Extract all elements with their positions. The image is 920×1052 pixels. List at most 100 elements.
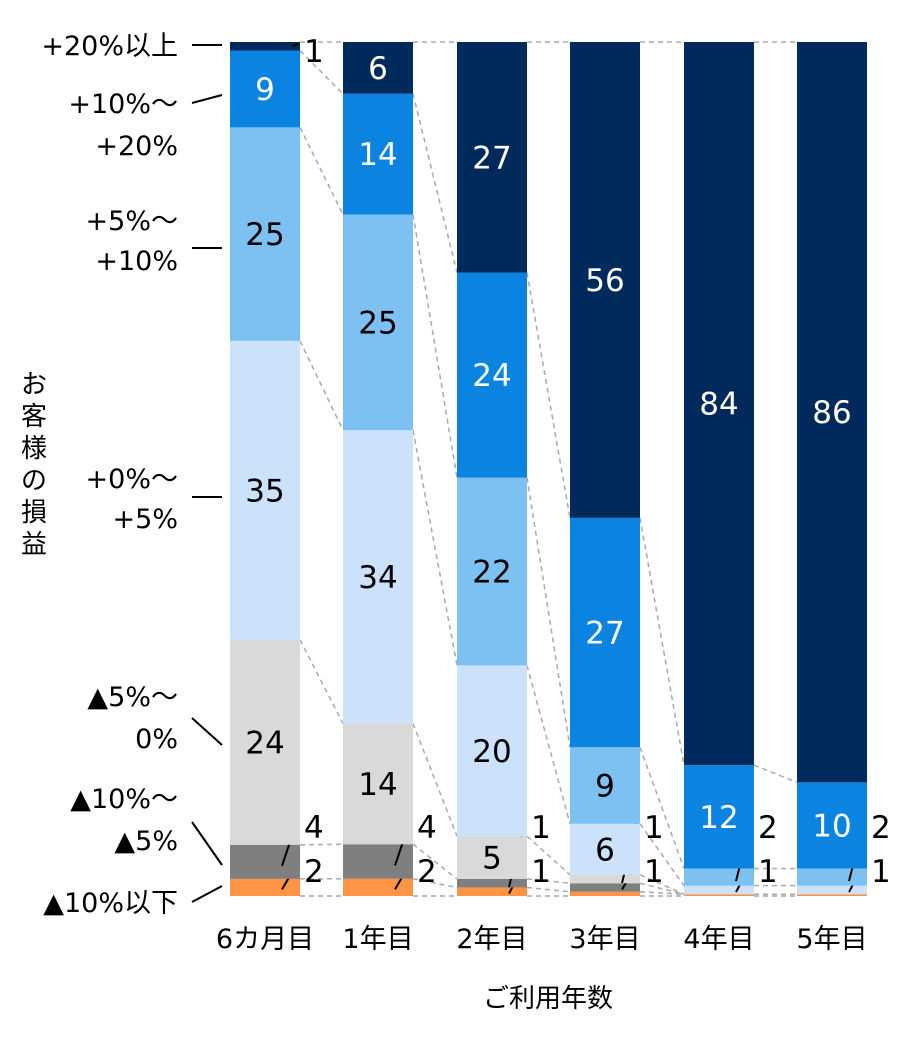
y-axis-title-char: 様 [21, 434, 47, 464]
bar-segment [570, 747, 640, 824]
data-label: 1 [644, 854, 664, 890]
bar-segment [343, 844, 413, 879]
data-label: 4 [304, 810, 324, 846]
connector-line [299, 843, 344, 846]
bar-segment [457, 836, 527, 879]
bar-segment [343, 93, 413, 215]
bar-segment [343, 878, 413, 896]
connector-line [526, 886, 571, 893]
connector-line [753, 764, 798, 784]
data-label: 22 [472, 554, 511, 590]
category-label: +5% [113, 504, 178, 535]
category-label: +10%〜 [68, 89, 178, 120]
data-label: 27 [585, 616, 624, 652]
bar-segment [457, 878, 527, 888]
category-tick [191, 94, 223, 104]
bar-segment [230, 50, 300, 128]
connector-line [299, 127, 344, 215]
bar-segment [570, 891, 640, 896]
connector-line [412, 843, 458, 880]
category-label: +20%以上 [41, 31, 178, 62]
data-label: 9 [595, 769, 615, 805]
connector-line [412, 878, 458, 889]
data-label: 14 [358, 137, 397, 173]
bar-segment [343, 42, 413, 94]
data-label: 2 [417, 854, 437, 890]
bar-segment [684, 894, 754, 896]
x-tick-label: 2年目 [456, 924, 527, 955]
category-label: ▲5%〜 [87, 682, 178, 713]
data-label: 1 [644, 810, 664, 846]
connector-line [526, 272, 571, 518]
category-tick [191, 821, 223, 866]
bar-segment [797, 782, 867, 869]
bar-segment [343, 430, 413, 724]
connector-line [639, 874, 685, 895]
bar-segment [457, 477, 527, 666]
category-tick [191, 885, 223, 903]
data-label: 5 [482, 841, 502, 877]
data-label: 25 [245, 217, 284, 253]
connector-line [412, 93, 458, 273]
x-axis-title: ご利用年数 [483, 984, 613, 1014]
data-label: 4 [417, 810, 437, 846]
connector-line [639, 823, 685, 887]
data-label: 1 [531, 810, 551, 846]
data-label: 2 [758, 810, 778, 846]
bar-segment [570, 42, 640, 518]
connector-line [412, 430, 458, 666]
bar-segment [684, 885, 754, 895]
category-labels: ▲10%以下 ▲10%〜 ▲5% ▲5%〜 0% +0%〜 +5% +5%〜 +10% +10%〜… [41, 31, 223, 919]
connector-line [299, 50, 344, 95]
category-label: ▲10%以下 [43, 888, 178, 919]
bar-segment [684, 42, 754, 766]
data-label: 1 [304, 34, 324, 70]
data-label: 10 [812, 808, 851, 844]
data-label: 1 [758, 854, 778, 890]
bar-segment [230, 340, 300, 640]
y-axis-title-char: 客 [21, 402, 47, 432]
bar-segment [570, 883, 640, 892]
category-label: ▲10%〜 [70, 784, 178, 815]
data-label: 12 [699, 800, 738, 836]
connector-line [639, 882, 685, 896]
bar-segment [797, 885, 867, 895]
dashed-connectors [299, 41, 798, 897]
data-label: 27 [472, 140, 511, 176]
bar-segment [230, 878, 300, 896]
data-label: 6 [368, 51, 388, 87]
bar-segment [797, 42, 867, 783]
data-label: 84 [699, 387, 738, 423]
bar-segment [230, 639, 300, 845]
bar-segment [684, 765, 754, 869]
y-axis-title-char: 損 [21, 498, 47, 528]
connector-line [639, 747, 685, 869]
bar-segment [457, 42, 527, 273]
data-label: 35 [245, 473, 284, 509]
data-label: 1 [531, 854, 551, 890]
bar-segment [230, 42, 300, 51]
data-label: 34 [358, 560, 397, 596]
category-label: +20% [95, 131, 178, 162]
connector-line [299, 639, 344, 724]
bar-segment [343, 723, 413, 845]
data-label: 86 [812, 395, 851, 431]
y-axis-title-char: 益 [21, 530, 47, 560]
connector-line [526, 835, 571, 876]
bar-segment [570, 874, 640, 884]
data-label: 6 [595, 832, 615, 868]
bar-segment [343, 214, 413, 431]
bar-segment [457, 665, 527, 837]
bar-segment [570, 823, 640, 875]
data-label: 56 [585, 263, 624, 299]
connector-line [639, 891, 685, 896]
bar-segment [570, 517, 640, 748]
bar-segment [457, 887, 527, 896]
category-label: +5%〜 [86, 206, 178, 237]
data-label: 25 [358, 305, 397, 341]
x-tick-label: 6カ月目 [216, 924, 314, 955]
data-label: 2 [871, 810, 891, 846]
bar-segment [230, 127, 300, 341]
